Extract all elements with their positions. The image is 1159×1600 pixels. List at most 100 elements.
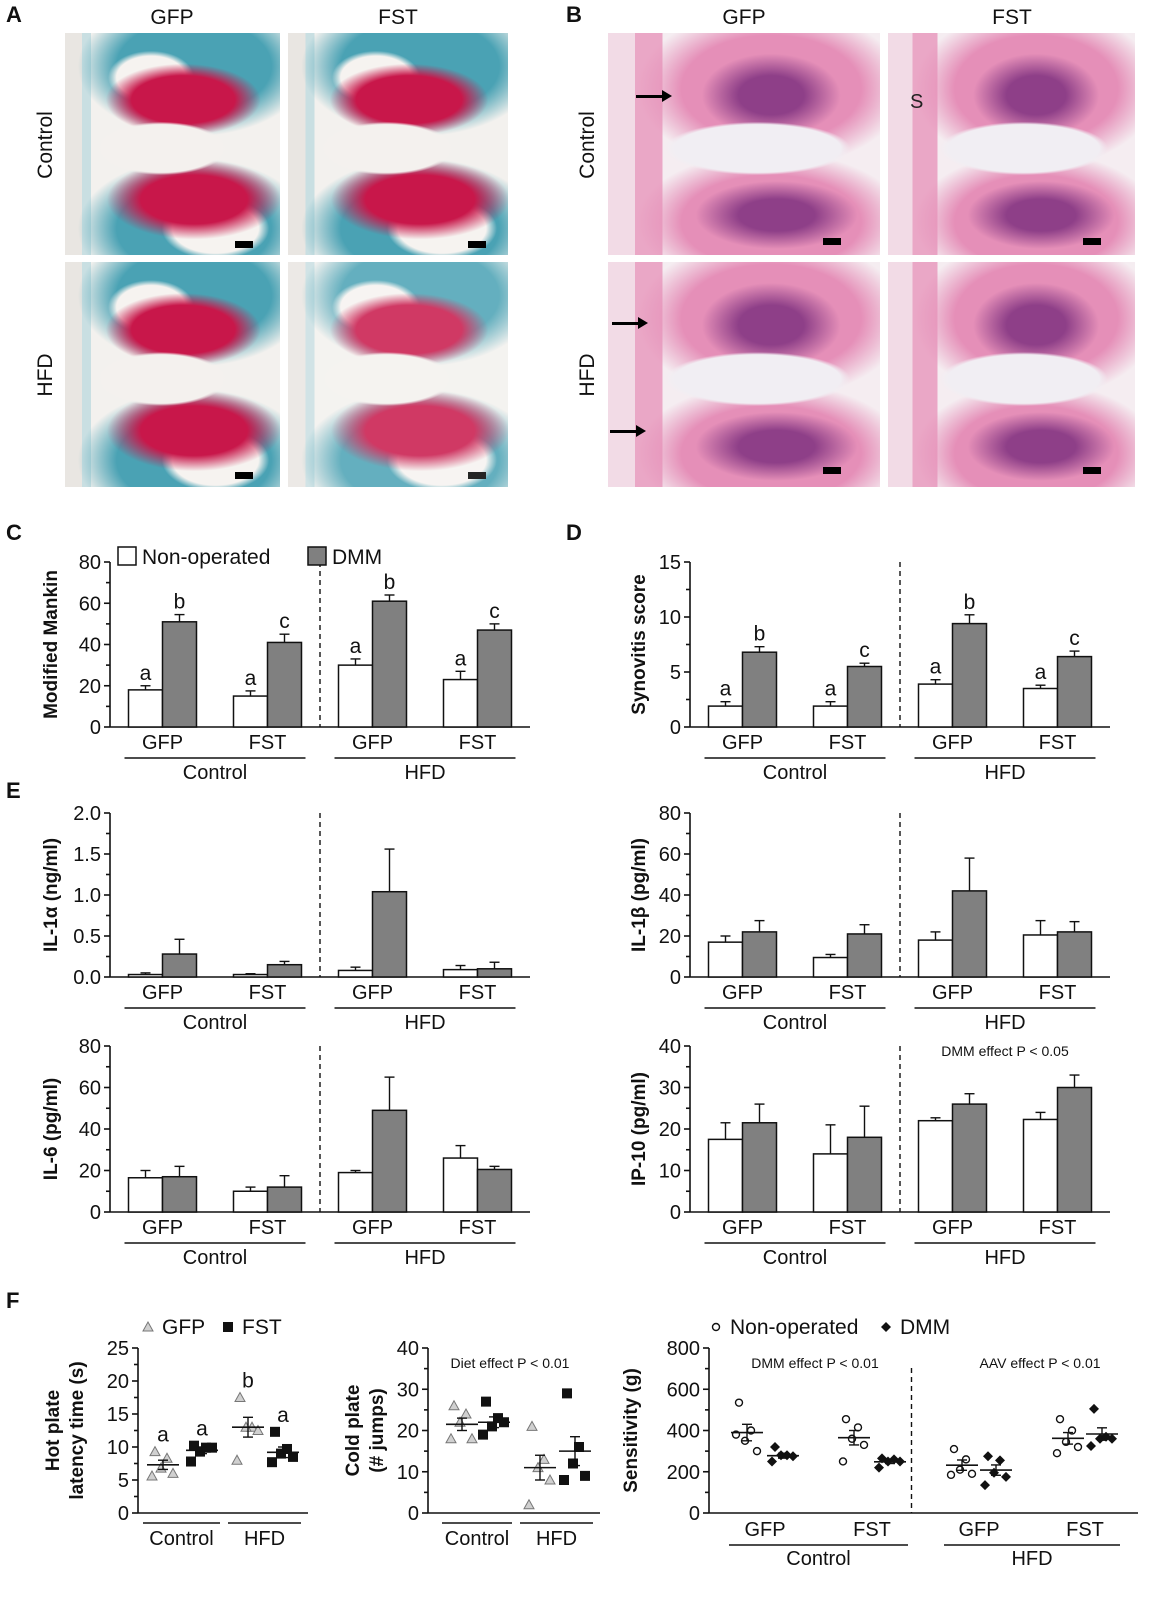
bar-dmm: [1056, 931, 1093, 978]
bar-non-operated: [442, 1157, 479, 1213]
data-point-dmm: [874, 1462, 884, 1473]
x-group-label: Control: [763, 1247, 827, 1269]
bar-non-operated: [917, 1119, 954, 1213]
data-point-non-operated: [949, 1444, 959, 1454]
y-tick-label: 20: [659, 1119, 681, 1141]
data-point-non-operated: [1055, 1414, 1065, 1424]
x-group-label: HFD: [536, 1528, 577, 1550]
significance-letter: b: [384, 571, 396, 594]
y-axis-label: IP-10 (pg/ml): [629, 1072, 650, 1186]
bar-dmm: [1056, 1086, 1093, 1213]
histology-image-a-control-gfp: [65, 33, 280, 255]
y-tick-label: 600: [667, 1379, 700, 1401]
data-point-fst: [267, 1457, 277, 1468]
bar-dmm: [371, 890, 408, 978]
y-tick-label: 40: [79, 635, 101, 657]
y-tick-label: 40: [659, 1036, 681, 1058]
x-category-label: FST: [1039, 1217, 1077, 1239]
x-category-label: FST: [249, 732, 287, 754]
x-category-label: FST: [459, 732, 497, 754]
data-point-dmm: [1089, 1403, 1099, 1414]
annotation-text: Diet effect P < 0.01: [451, 1355, 570, 1371]
legend-marker: [142, 1320, 154, 1332]
y-tick-label: 0: [670, 967, 681, 989]
y-tick-label: 30: [397, 1379, 419, 1401]
legend-marker: [881, 1322, 891, 1332]
panel-label-e: E: [6, 778, 21, 803]
x-category-label: GFP: [958, 1519, 999, 1541]
data-point-dmm: [983, 1451, 993, 1462]
histology-image-a-hfd-fst: [288, 262, 508, 487]
scale-bar: [235, 241, 253, 248]
annotation-text: DMM effect P < 0.01: [751, 1355, 879, 1371]
x-group-label: Control: [183, 1247, 247, 1269]
data-point-fst: [282, 1443, 292, 1454]
y-tick-label: 2.0: [73, 803, 101, 825]
y-axis-label: Sensitivity (g): [621, 1368, 642, 1493]
legend-label: DMM: [900, 1316, 950, 1339]
data-point-fst: [189, 1440, 199, 1451]
legend-marker: [711, 1322, 721, 1332]
data-point-gfp: [149, 1445, 161, 1457]
bar-non-operated: [442, 968, 479, 978]
data-point-fst: [481, 1396, 491, 1407]
x-category-label: GFP: [352, 732, 393, 754]
y-tick-label: 80: [79, 1036, 101, 1058]
bar-dmm: [266, 963, 303, 978]
annotation-text: DMM effect P < 0.05: [941, 1043, 1069, 1059]
significance-letter: a: [825, 678, 837, 701]
data-point-fst: [580, 1470, 590, 1481]
bar-dmm: [371, 600, 408, 728]
data-point-non-operated: [859, 1440, 869, 1450]
data-point-gfp: [544, 1473, 556, 1485]
y-axis-label: Cold plate: [343, 1385, 364, 1477]
bar-dmm: [741, 931, 778, 978]
x-group-label: HFD: [984, 1012, 1025, 1034]
significance-letter: a: [720, 678, 732, 701]
data-point-dmm: [995, 1455, 1005, 1466]
x-category-label: GFP: [932, 982, 973, 1004]
x-group-label: Control: [786, 1548, 850, 1570]
bar-non-operated: [232, 973, 269, 978]
bar-dmm: [476, 1168, 513, 1213]
bar-non-operated: [232, 695, 269, 728]
x-category-label: FST: [459, 1217, 497, 1239]
x-category-label: GFP: [142, 1217, 183, 1239]
data-point-gfp: [231, 1454, 243, 1465]
y-tick-label: 10: [397, 1462, 419, 1484]
y-tick-label: 400: [667, 1421, 700, 1443]
panel-label-f: F: [6, 1288, 20, 1313]
data-point-fst: [207, 1442, 217, 1453]
histology-image-b-control-gfp: [608, 33, 880, 255]
y-tick-label: 15: [107, 1404, 129, 1426]
histology-image-a-control-fst: [288, 33, 508, 255]
bar-non-operated: [442, 678, 479, 728]
legend-label: DMM: [332, 546, 382, 569]
x-category-label: FST: [829, 732, 867, 754]
data-point-dmm: [1086, 1440, 1096, 1451]
data-point-gfp: [523, 1498, 535, 1510]
scale-bar: [235, 472, 253, 479]
x-group-label: HFD: [984, 762, 1025, 784]
data-point-non-operated: [752, 1446, 762, 1456]
data-point-fst: [559, 1475, 569, 1485]
significance-letter: c: [859, 639, 870, 662]
synovium-label: S: [910, 91, 924, 113]
y-tick-label: 60: [79, 593, 101, 615]
bar-non-operated: [1022, 934, 1059, 978]
bar-dmm: [846, 933, 883, 978]
bar-dmm: [741, 1122, 778, 1213]
panel-label-c: C: [6, 520, 22, 545]
bar-non-operated: [707, 1138, 744, 1213]
x-category-label: FST: [1039, 982, 1077, 1004]
x-category-label: GFP: [722, 1217, 763, 1239]
x-category-label: FST: [829, 1217, 867, 1239]
data-point-non-operated: [838, 1457, 848, 1466]
panel-label-a: A: [6, 2, 22, 27]
x-group-label: HFD: [244, 1528, 285, 1550]
y-tick-label: 60: [659, 844, 681, 866]
bar-non-operated: [337, 969, 374, 978]
y-tick-label: 0: [90, 1202, 101, 1224]
bar-dmm: [951, 622, 988, 728]
data-point-gfp: [460, 1407, 472, 1419]
